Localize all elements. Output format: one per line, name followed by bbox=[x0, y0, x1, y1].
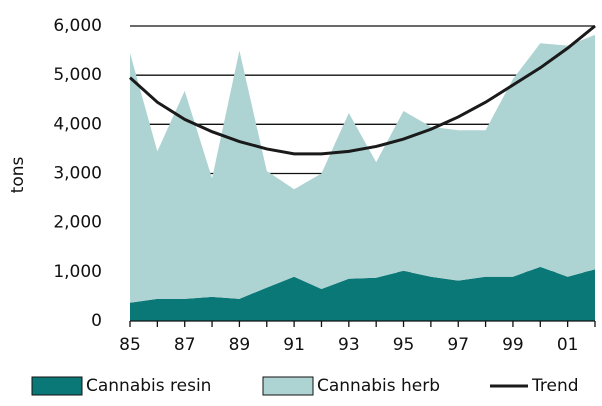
x-tick-label: 99 bbox=[502, 335, 524, 355]
x-tick-label: 85 bbox=[119, 335, 141, 355]
y-tick-label: 4,000 bbox=[53, 114, 102, 134]
area bbox=[130, 34, 595, 303]
y-tick-label: 6,000 bbox=[53, 16, 102, 36]
legend-label: Cannabis herb bbox=[317, 376, 440, 396]
x-tick-label: 87 bbox=[174, 335, 196, 355]
y-tick-label: 5,000 bbox=[53, 65, 102, 85]
y-tick-label: 1,000 bbox=[53, 262, 102, 282]
x-tick-label: 93 bbox=[338, 335, 360, 355]
area bbox=[130, 266, 595, 321]
legend-swatch bbox=[31, 376, 83, 396]
y-axis-label: tons bbox=[8, 157, 28, 194]
x-tick-label: 97 bbox=[447, 335, 469, 355]
x-tick-label: 01 bbox=[557, 335, 579, 355]
x-tick-label: 89 bbox=[229, 335, 251, 355]
x-tick-label: 95 bbox=[393, 335, 415, 355]
y-tick-label: 3,000 bbox=[53, 164, 102, 184]
y-tick-label: 2,000 bbox=[53, 213, 102, 233]
trend-line bbox=[128, 24, 596, 156]
legend-label: Trend bbox=[531, 376, 579, 396]
legend-swatch bbox=[262, 376, 314, 396]
legend-label: Cannabis resin bbox=[86, 376, 211, 396]
y-tick-label: 0 bbox=[91, 311, 102, 331]
x-tick-label: 91 bbox=[283, 335, 305, 355]
